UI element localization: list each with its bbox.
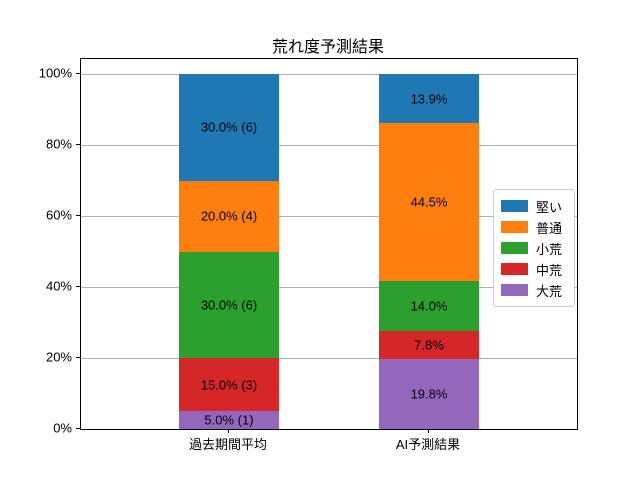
bar-segment-label: 30.0% (6) [200,119,258,135]
gridline [81,286,577,288]
y-tick-mark [76,356,80,358]
bar-segment: 15.0% (3) [179,358,279,412]
bar-segment: 30.0% (6) [179,74,279,181]
legend-item: 小荒 [501,238,567,258]
bar-segment-label: 15.0% (3) [200,377,258,393]
legend-swatch [501,284,528,296]
legend-swatch [501,200,528,212]
bar-segment: 7.8% [379,331,479,359]
bar-segment: 13.9% [379,74,479,124]
bar-segment: 14.0% [379,281,479,332]
chart-title: 荒れ度予測結果 [271,39,384,56]
bar-segment: 19.8% [379,358,479,429]
x-tick-mark [227,429,229,433]
legend-label: 普通 [536,220,563,236]
y-tick-mark [76,214,80,216]
y-tick-label: 100% [38,65,72,81]
legend-label: 堅い [536,199,563,215]
bar-segment-label: 5.0% (1) [204,412,254,428]
legend-swatch [501,242,528,254]
legend-swatch [501,263,528,275]
y-tick-label: 0% [53,420,72,436]
x-tick-mark [427,429,429,433]
legend-item: 中荒 [501,259,567,279]
bar-segment-label: 20.0% (4) [200,208,258,224]
y-tick-label: 80% [45,136,72,152]
bar-segment: 20.0% (4) [179,180,279,252]
y-tick-mark [76,72,80,74]
bar-segment-label: 14.0% [410,298,448,314]
bar-segment-label: 7.8% [414,337,444,353]
legend-label: 大荒 [536,283,563,299]
gridline [81,357,577,359]
bar-segment: 30.0% (6) [179,251,279,358]
legend-item: 堅い [501,196,567,216]
y-tick-label: 60% [45,207,72,223]
gridline [81,144,577,146]
legend-item: 大荒 [501,280,567,300]
bar-segment: 44.5% [379,123,479,282]
legend-item: 普通 [501,217,567,237]
x-tick-label: 過去期間平均 [188,437,268,452]
y-tick-mark [76,285,80,287]
bar-segment-label: 19.8% [410,386,448,402]
legend-label: 中荒 [536,262,563,278]
bar-segment-label: 13.9% [410,91,448,107]
bar-segment-label: 30.0% (6) [200,297,258,313]
legend: 堅い普通小荒中荒大荒 [493,189,575,307]
y-tick-label: 40% [45,278,72,294]
gridline [81,215,577,217]
legend-label: 小荒 [536,241,563,257]
bar-segment: 5.0% (1) [179,411,279,429]
gridline [81,73,577,75]
legend-swatch [501,221,528,233]
x-tick-label: AI予測結果 [395,437,461,452]
y-tick-mark [76,143,80,145]
y-tick-mark [76,427,80,429]
y-tick-label: 20% [45,349,72,365]
bar-segment-label: 44.5% [410,194,448,210]
